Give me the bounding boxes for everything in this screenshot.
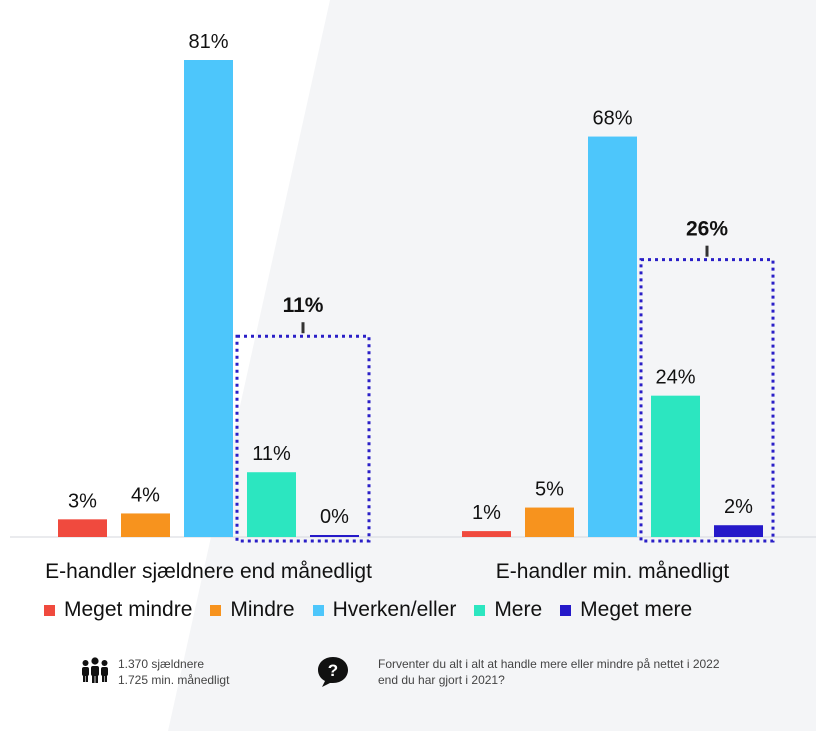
category-label-1: E-handler min. månedligt (496, 560, 730, 583)
question-line-2: end du har gjort i 2021? (378, 673, 505, 687)
data-label-0-4: 0% (320, 506, 349, 528)
data-label-0-1: 4% (131, 484, 160, 506)
bar-chart: 3% 4% 81% 11% 0% E-handler sjældnere end måne… (10, 31, 816, 583)
question-bubble-icon: ? (318, 657, 348, 687)
data-label-1-0: 1% (472, 502, 501, 524)
bar-0-0 (58, 519, 107, 537)
legend-label-2: Hverken/eller (332, 598, 457, 621)
data-label-1-4: 2% (724, 496, 753, 518)
question-line-1: Forventer du alt i alt at handle mere el… (378, 657, 720, 671)
legend-label-1: Mindre (230, 598, 295, 621)
data-label-1-2: 68% (592, 108, 632, 130)
data-label-1-1: 5% (535, 479, 564, 501)
data-label-0-3: 11% (252, 443, 291, 465)
legend-item-2: Hverken/eller (312, 598, 457, 622)
legend: Meget mindre Mindre Hverken/eller Mere Meget… (44, 598, 710, 622)
legend-item-3: Mere (474, 598, 542, 622)
category-label-0: E-handler sjældnere end månedligt (45, 560, 372, 583)
annotation-box-0 (235, 334, 371, 543)
legend-swatch-4 (560, 604, 572, 616)
bar-1-1 (525, 507, 574, 537)
bar-1-4 (714, 525, 763, 537)
legend-label-3: Mere (494, 598, 543, 621)
sample-line-1: 1.370 sjældnere (118, 657, 205, 671)
legend-swatch-0 (44, 604, 55, 616)
bar-0-3 (247, 472, 296, 537)
sample-size-note: 1.370 sjældnere 1.725 min. månedligt (80, 656, 229, 688)
data-label-0-0: 3% (68, 490, 97, 512)
legend-label-0: Meget mindre (64, 598, 193, 621)
annotation-box-1 (639, 258, 775, 543)
data-label-0-2: 81% (188, 31, 228, 53)
data-label-1-3: 24% (655, 367, 695, 389)
legend-item-4: Meget mere (560, 598, 692, 622)
legend-label-4: Meget mere (580, 598, 693, 621)
bar-1-0 (462, 531, 511, 537)
people-icon (82, 657, 108, 683)
legend-swatch-1 (210, 604, 222, 616)
annotation-label-1: 26% (686, 218, 728, 241)
legend-swatch-2 (312, 604, 324, 616)
bar-0-4 (310, 535, 359, 537)
bar-0-2 (184, 60, 233, 537)
bar-0-1 (121, 513, 170, 537)
annotation-label-0: 11% (283, 294, 324, 317)
bar-1-2 (588, 136, 637, 538)
svg-text:?: ? (328, 661, 338, 680)
question-note: ? Forventer du alt i alt at handle mere … (316, 656, 720, 688)
legend-item-0: Meget mindre (44, 598, 192, 622)
sample-line-2: 1.725 min. månedligt (118, 673, 230, 687)
bar-1-3 (651, 395, 700, 537)
legend-swatch-3 (474, 604, 486, 616)
legend-item-1: Mindre (210, 598, 295, 622)
